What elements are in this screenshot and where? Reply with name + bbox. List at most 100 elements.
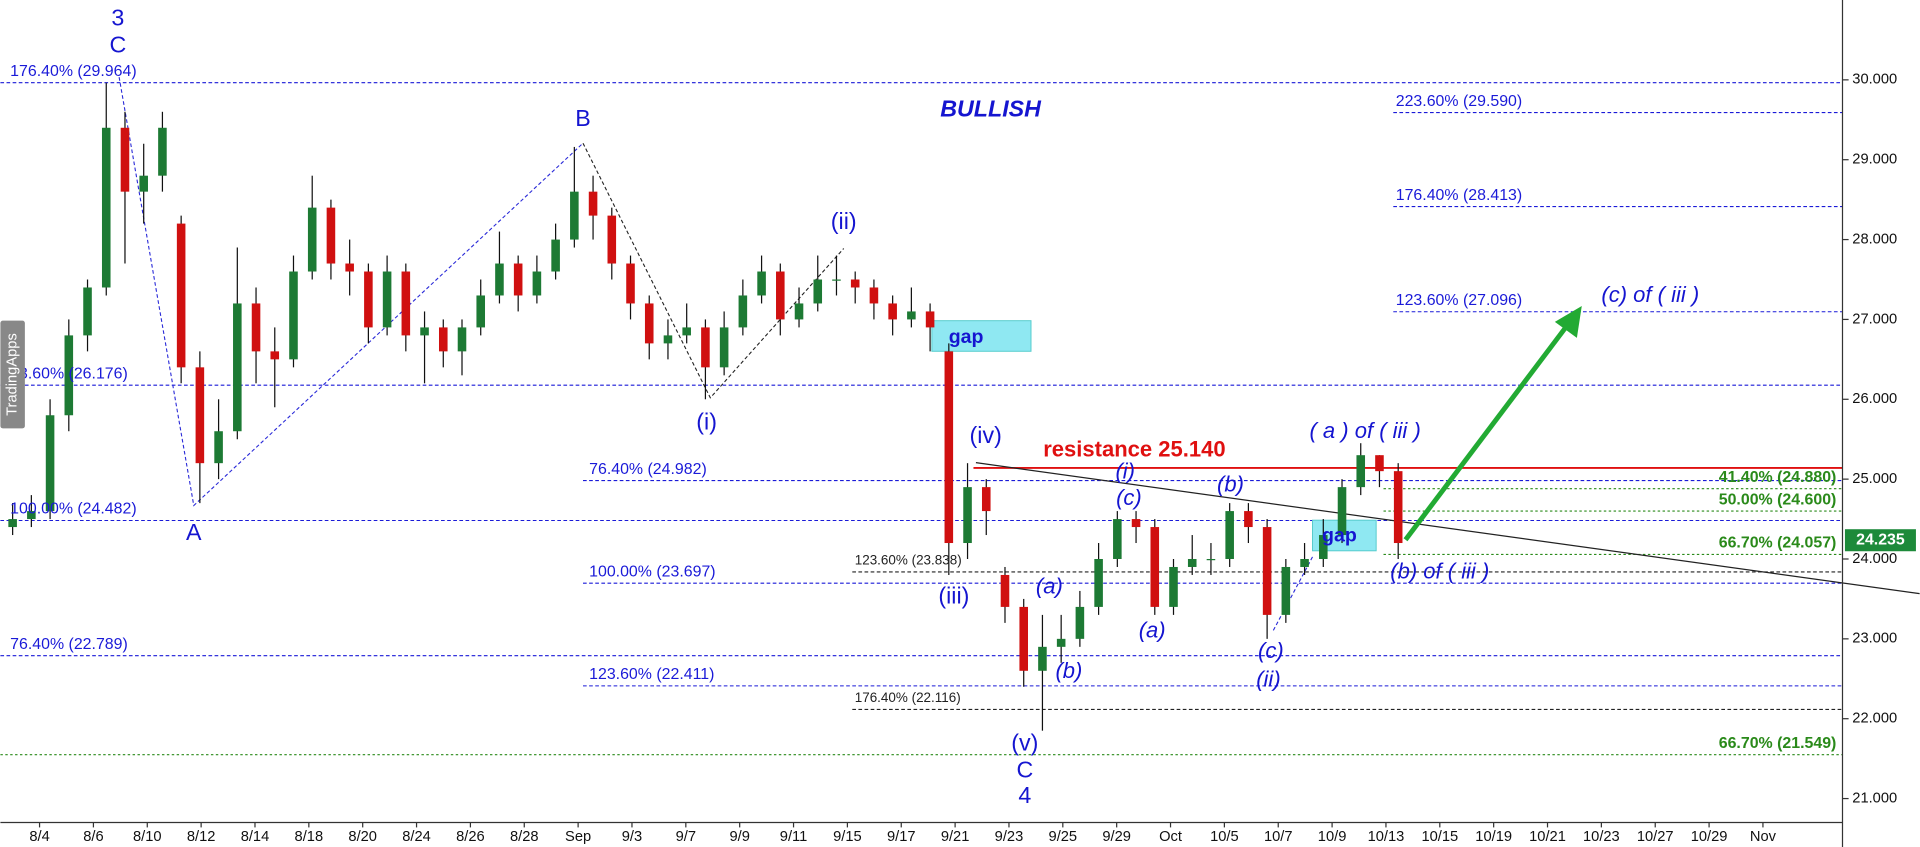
x-tick-label: 9/25	[1049, 829, 1078, 845]
y-tick-label: 21.000	[1852, 790, 1897, 806]
candle-body	[270, 351, 280, 360]
candle-body	[869, 287, 879, 304]
candle-body	[495, 263, 504, 296]
candle-body	[1000, 574, 1010, 607]
candles	[8, 82, 1403, 731]
candle-body	[644, 303, 654, 344]
y-tick-label: 27.000	[1852, 311, 1897, 327]
candle-body	[476, 295, 486, 328]
candle-body	[1356, 455, 1366, 488]
candle-body	[1225, 511, 1234, 559]
x-tick-label: 9/7	[676, 829, 696, 845]
wave-label: (a)	[1036, 573, 1063, 598]
fib-label: 41.40% (24.880)	[1719, 469, 1837, 486]
y-tick-label: 26.000	[1852, 391, 1897, 407]
candle-body	[1337, 487, 1347, 536]
candle-body	[45, 415, 55, 512]
x-tick-label: Oct	[1159, 829, 1182, 845]
x-tick-label: 10/23	[1583, 829, 1620, 845]
candle-body	[850, 279, 860, 288]
candle-body	[27, 511, 36, 520]
candle-body	[1300, 558, 1309, 567]
fib-label: 176.40% (28.413)	[1396, 187, 1522, 204]
fib-label: 123.60% (22.411)	[589, 666, 714, 683]
x-tick-label: 8/20	[348, 829, 377, 845]
x-tick-label: 8/12	[187, 829, 216, 845]
candle-body	[532, 271, 542, 296]
wave-label: (iii)	[938, 582, 969, 608]
candle-body	[963, 487, 972, 544]
x-tick-label: 9/21	[941, 829, 970, 845]
candle-body	[438, 327, 448, 352]
x-tick-label: 10/15	[1421, 829, 1458, 845]
candle-body	[1206, 558, 1216, 561]
candle-body	[1056, 638, 1066, 647]
candle-body	[1393, 471, 1403, 544]
candle-body	[588, 191, 598, 216]
x-tick-label: 9/11	[780, 829, 807, 845]
x-tick-label: 8/14	[241, 829, 270, 845]
x-tick-label: 10/9	[1318, 829, 1347, 845]
wave-label: (c) of ( iii )	[1601, 282, 1699, 307]
wave-label: (ii)	[1256, 666, 1280, 691]
x-tick-label: 10/19	[1475, 829, 1512, 845]
candle-body	[382, 271, 392, 328]
candle-body	[663, 335, 673, 344]
arrow	[1403, 319, 1573, 542]
wave-label: (b)	[1217, 472, 1244, 497]
fib-label: 176.40% (29.964)	[10, 63, 136, 80]
wave-line	[1272, 556, 1313, 631]
fib-label: 100.00% (23.697)	[589, 563, 715, 580]
candle-body	[401, 271, 411, 336]
wave-label: (iv)	[970, 422, 1002, 448]
fib-label: 76.40% (24.982)	[589, 461, 707, 478]
fib-label: 66.70% (24.057)	[1719, 535, 1837, 552]
y-tick-label: 30.000	[1852, 72, 1897, 88]
candle-body	[776, 271, 785, 320]
arrow-head	[1554, 305, 1582, 338]
fib-label: 66.70% (21.549)	[1719, 735, 1837, 752]
candle-body	[719, 327, 729, 368]
candle-body	[1113, 519, 1122, 559]
fib-label: 50.00% (24.600)	[1719, 491, 1837, 508]
candle-body	[570, 191, 579, 240]
x-tick-label: 8/26	[456, 829, 485, 845]
x-tick-label: 10/7	[1264, 829, 1293, 845]
candle-body	[1281, 566, 1291, 615]
wave-label: gap	[1322, 524, 1357, 546]
candle-body	[345, 263, 354, 272]
wave-label: (b) of ( iii )	[1390, 559, 1489, 584]
candle-body	[1131, 519, 1141, 528]
candle-body	[364, 271, 373, 328]
x-tick-label: 8/24	[402, 829, 431, 845]
candle-body	[551, 239, 560, 272]
candle-body	[64, 335, 74, 416]
wave-label: (c)	[1116, 485, 1142, 510]
candle-body	[944, 351, 954, 544]
candle-body	[8, 519, 17, 528]
watermark-tab	[0, 320, 25, 429]
watermark: TradingApps	[5, 333, 21, 416]
fib-label: 176.40% (22.116)	[855, 690, 961, 705]
candle-body	[1262, 527, 1272, 615]
candle-body	[1038, 646, 1047, 671]
candle-body	[925, 311, 935, 328]
candle-body	[1187, 558, 1197, 567]
wave-label: (i)	[1115, 458, 1135, 483]
y-tick-label: 29.000	[1852, 152, 1897, 168]
candle-body	[907, 311, 916, 320]
price-tag	[1844, 529, 1916, 552]
wave-label: (ii)	[831, 208, 857, 234]
wave-label: (a)	[1139, 617, 1166, 642]
wave-label: gap	[949, 326, 984, 348]
x-tick-label: 8/10	[133, 829, 162, 845]
x-tick-label: 8/6	[83, 829, 103, 845]
x-tick-label: 9/17	[887, 829, 916, 845]
candle-body	[289, 271, 298, 360]
wave-label: A	[186, 519, 202, 545]
candle-body	[307, 207, 317, 272]
resistance-label: resistance 25.140	[1043, 437, 1225, 462]
